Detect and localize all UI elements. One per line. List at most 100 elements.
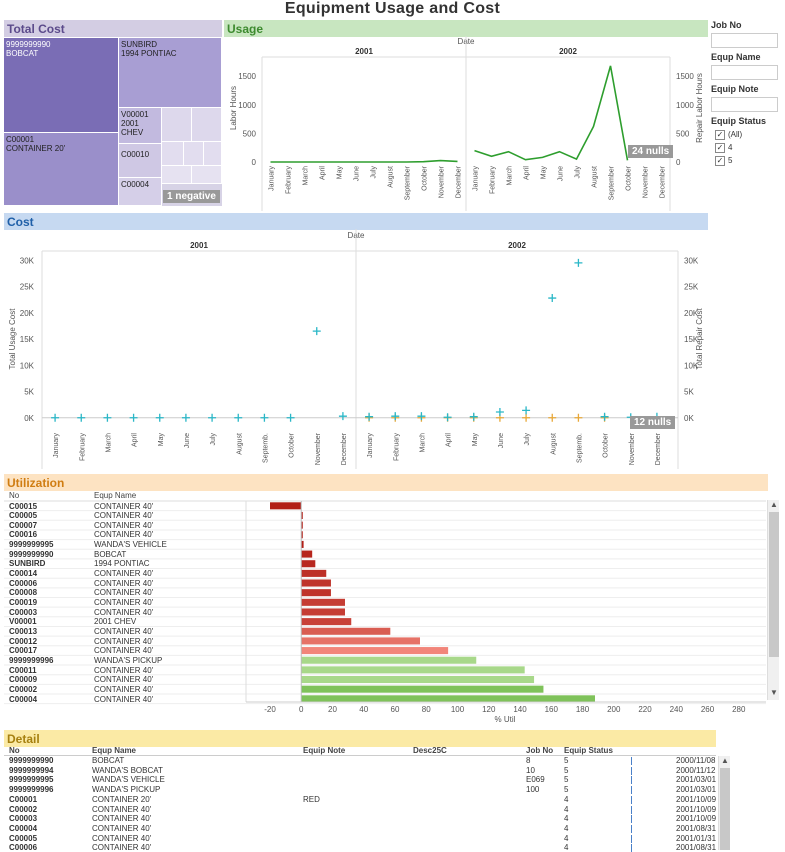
x-tick-label: November <box>315 432 322 465</box>
detail-cell-no: 9999999995 <box>9 775 54 785</box>
detail-cell-no: 9999999996 <box>9 785 54 795</box>
detail-cell-status: 4 <box>564 843 569 852</box>
y-tick-label: 500 <box>243 129 257 138</box>
detail-scrollbar[interactable]: ▲ <box>718 756 730 850</box>
y-tick-label: 500 <box>676 129 690 138</box>
detail-col-no: No <box>9 746 20 755</box>
x-tick-label: Septemb. <box>262 433 269 463</box>
scatter-point <box>77 413 86 422</box>
status-option-all[interactable]: ✓ (All) <box>715 129 742 140</box>
util-row-name: 1994 PONTIAC <box>94 559 150 569</box>
detail-col-desc: Desc25C <box>413 746 447 755</box>
util-row-name: CONTAINER 40' <box>94 588 154 598</box>
treemap-tile[interactable]: SUNBIRD 1994 PONTIAC <box>119 38 222 108</box>
x-tick-label: February <box>393 433 400 462</box>
panel-label: 2002 <box>559 47 577 56</box>
y-axis-title: Total Usage Cost <box>8 308 17 370</box>
utilization-chart: -20 0 20 40 60 80 100 120 140 160 180 200 220 240 260 2… <box>4 500 766 724</box>
util-row-no: 9999999996 <box>9 655 54 665</box>
treemap-tile[interactable] <box>162 108 192 142</box>
util-row-name: CONTAINER 40' <box>94 626 154 636</box>
treemap-tile[interactable] <box>162 142 184 166</box>
treemap-tile[interactable]: C00001 CONTAINER 20' <box>4 133 119 206</box>
detail-date-mark <box>631 766 632 775</box>
scatter-point <box>469 412 478 421</box>
equip-name-input[interactable] <box>711 65 778 80</box>
treemap-tile[interactable] <box>162 166 192 184</box>
util-row-no: C00003 <box>9 607 38 617</box>
util-row-name: CONTAINER 40' <box>94 607 154 617</box>
detail-cell-name: CONTAINER 40' <box>92 814 152 824</box>
y-tick-label: 20K <box>20 309 35 318</box>
y-tick-label: 0K <box>24 414 34 423</box>
scroll-up-icon[interactable]: ▲ <box>770 500 778 509</box>
util-row-no: C00012 <box>9 636 38 646</box>
detail-cell-no: C00002 <box>9 804 38 814</box>
y-tick-label: 30K <box>20 256 35 265</box>
x-tick-label: February <box>490 166 497 195</box>
scroll-up-icon[interactable]: ▲ <box>721 756 729 765</box>
option-label: 4 <box>728 143 733 152</box>
tile-label: C00001 <box>6 135 35 144</box>
detail-cell-name: CONTAINER 40' <box>92 804 152 814</box>
util-scrollbar[interactable]: ▲ ▼ <box>767 500 779 700</box>
treemap-tile[interactable]: 9999999990 BOBCAT <box>4 38 119 133</box>
detail-cell-no: C00006 <box>9 843 38 852</box>
scroll-thumb[interactable] <box>769 512 779 657</box>
status-option-4[interactable]: ✓ 4 <box>715 142 732 153</box>
util-bar <box>301 589 331 597</box>
util-row-no: C00006 <box>9 578 38 588</box>
treemap-tile[interactable] <box>192 108 222 142</box>
x-tick-label: October <box>626 165 633 191</box>
x-tick-label: November <box>629 432 636 465</box>
treemap-tile[interactable]: C00004 <box>119 178 162 206</box>
treemap-tile[interactable]: C00010 <box>119 144 162 178</box>
checkbox-checked-icon[interactable]: ✓ <box>715 142 725 153</box>
equip-note-input[interactable] <box>711 97 778 112</box>
x-axis-title: % Util <box>495 715 516 724</box>
detail-date-mark <box>631 776 632 785</box>
detail-cell-no: C00005 <box>9 833 38 843</box>
detail-date-mark <box>631 844 632 852</box>
x-tick-label: July <box>524 433 531 446</box>
treemap-tile[interactable] <box>204 142 222 166</box>
panel-label: 2002 <box>508 241 526 250</box>
x-tick-label: 200 <box>607 705 621 714</box>
x-tick-label: 280 <box>732 705 746 714</box>
checkbox-checked-icon[interactable]: ✓ <box>715 129 725 140</box>
detail-cell-date: 2000/11/08 <box>676 756 716 765</box>
scroll-thumb[interactable] <box>720 768 730 850</box>
cost-nulls-badge[interactable]: 12 nulls <box>630 416 676 429</box>
status-option-5[interactable]: ✓ 5 <box>715 155 732 166</box>
x-tick-label: -20 <box>264 705 276 714</box>
job-no-input[interactable] <box>711 33 778 48</box>
total-cost-treemap: 9999999990 BOBCAT C00001 CONTAINER 20' S… <box>4 38 222 206</box>
x-tick-label: November <box>439 165 446 198</box>
util-row-name: BOBCAT <box>94 549 127 559</box>
scatter-point <box>208 413 217 422</box>
x-tick-label: June <box>558 166 565 181</box>
util-row-name: WANDA'S PICKUP <box>94 655 163 665</box>
scroll-down-icon[interactable]: ▼ <box>770 688 778 697</box>
x-tick-label: 20 <box>328 705 337 714</box>
util-bar <box>301 676 535 684</box>
detail-cell-note: RED <box>303 794 320 804</box>
checkbox-checked-icon[interactable]: ✓ <box>715 155 725 166</box>
scatter-point <box>129 413 138 422</box>
detail-date-mark <box>631 824 632 833</box>
usage-nulls-badge[interactable]: 24 nulls <box>628 145 674 158</box>
treemap-tile[interactable]: V00001 2001 CHEV <box>119 108 162 144</box>
y-tick-label: 1000 <box>238 101 256 110</box>
detail-cell-status: 4 <box>564 833 569 843</box>
detail-cell-status: 5 <box>564 775 569 785</box>
detail-cell-date: 2000/11/12 <box>676 765 716 775</box>
negative-badge[interactable]: 1 negative <box>163 190 220 203</box>
scatter-point <box>574 413 583 422</box>
detail-cell-date: 2001/08/31 <box>676 823 717 833</box>
treemap-tile[interactable] <box>184 142 204 166</box>
treemap-tile[interactable] <box>192 166 222 184</box>
cost-title: Cost <box>4 213 708 230</box>
utilization-title: Utilization <box>4 474 768 491</box>
util-row-name: 2001 CHEV <box>94 617 137 627</box>
util-bar <box>301 666 525 674</box>
